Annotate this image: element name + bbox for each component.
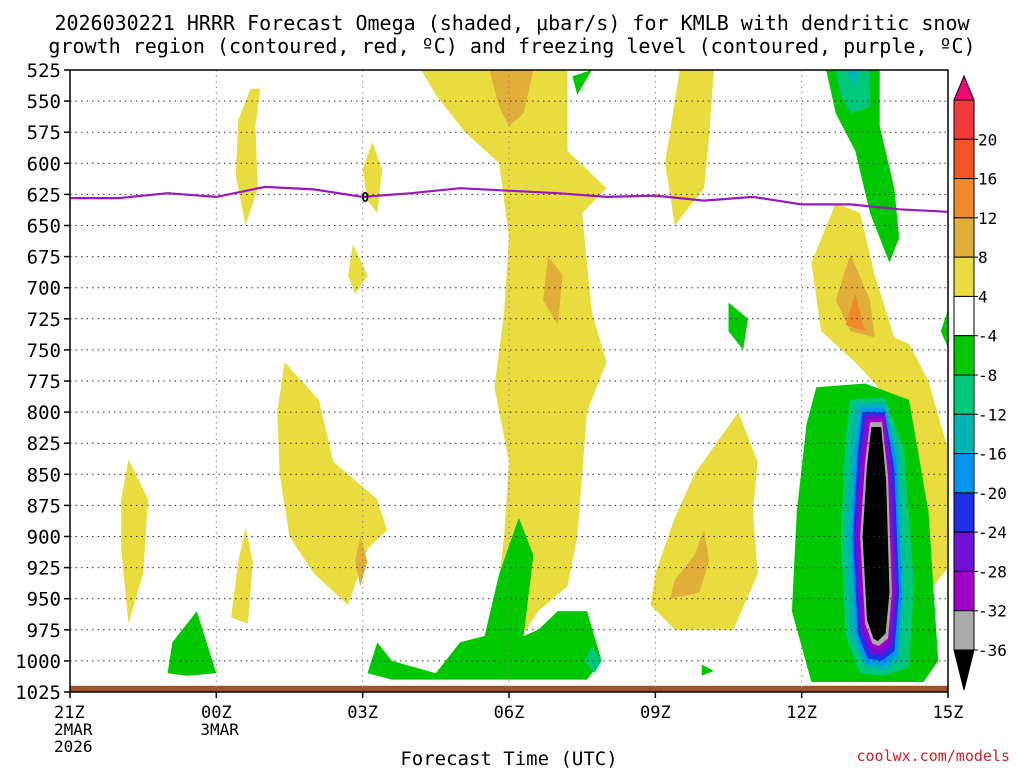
colorbar-swatch-12	[953, 570, 975, 612]
y-tick-label-5: 650	[27, 216, 61, 238]
colorbar: 20 16 12 8 4 -4 -8 -12 -16 -20 -24 -28 -32 -36	[953, 74, 1007, 691]
colorbar-label-1: 16	[978, 170, 997, 189]
omega-region-27	[584, 646, 602, 674]
y-tick-label-17: 950	[27, 589, 61, 611]
omega-region-36	[862, 427, 890, 641]
colorbar-label-9: -20	[978, 484, 1007, 503]
omega-region-12	[670, 530, 709, 599]
omega-region-0	[421, 70, 607, 649]
omega-region-1	[489, 70, 534, 126]
omega-region-8	[231, 527, 253, 624]
y-tick-label-3: 600	[27, 153, 61, 175]
x-tick-date-1: 3MAR	[200, 720, 239, 739]
y-tick-label-20: 1025	[15, 682, 61, 704]
x-axis-label: Forecast Time (UTC)	[400, 748, 617, 768]
y-tick-label-12: 825	[27, 433, 61, 455]
omega-region-2	[543, 256, 563, 325]
colorbar-swatch-4	[953, 256, 975, 297]
colorbar-swatch-13	[953, 610, 975, 651]
colorbar-swatch-7	[953, 374, 975, 415]
colorbar-swatch-3	[953, 217, 975, 258]
colorbar-top-arrow	[953, 74, 975, 101]
freezing-level-label: 0	[361, 191, 369, 206]
colorbar-label-7: -12	[978, 405, 1007, 424]
colorbar-label-8: -16	[978, 445, 1007, 464]
chart-title-line2: growth region (contoured, red, ºC) and f…	[48, 34, 975, 58]
omega-region-23	[728, 302, 748, 350]
x-tick-label-6: 15Z	[933, 703, 964, 723]
omega-region-21	[940, 310, 948, 348]
omega-region-9	[277, 362, 388, 605]
y-tick-label-10: 775	[27, 371, 61, 393]
watermark: coolwx.com/models	[856, 747, 1010, 765]
x-tick-label-1: 00Z	[201, 703, 232, 723]
colorbar-swatch-10	[953, 492, 975, 533]
colorbar-label-10: -24	[978, 523, 1007, 542]
x-tick-label-3: 06Z	[494, 703, 525, 723]
y-tick-label-4: 625	[27, 184, 61, 206]
colorbar-label-4: 4	[978, 287, 988, 306]
omega-region-25	[167, 611, 217, 676]
colorbar-bottom-arrow	[953, 649, 975, 691]
colorbar-swatch-5	[953, 295, 975, 337]
colorbar-swatch-11	[953, 531, 975, 572]
omega-region-22	[572, 70, 592, 95]
colorbar-swatch-6	[953, 335, 975, 376]
x-tick-label-2: 03Z	[347, 703, 378, 723]
omega-region-7	[121, 459, 148, 624]
y-tick-label-14: 875	[27, 495, 61, 517]
colorbar-label-11: -28	[978, 562, 1007, 581]
chart-title-line1: 2026030221 HRRR Forecast Omega (shaded, …	[54, 11, 970, 35]
omega-region-11	[650, 412, 758, 630]
omega-shaded-regions	[121, 70, 948, 682]
omega-region-3	[665, 70, 714, 226]
x-tick-label-4: 09Z	[640, 703, 671, 723]
colorbar-label-0: 20	[978, 130, 997, 149]
omega-region-24	[701, 664, 714, 676]
colorbar-label-3: 8	[978, 248, 988, 267]
y-tick-label-13: 850	[27, 464, 61, 486]
y-tick-label-11: 800	[27, 402, 61, 424]
y-tick-label-2: 575	[27, 122, 61, 144]
omega-region-6	[348, 244, 368, 294]
omega-region-4	[235, 88, 261, 226]
y-tick-label-8: 725	[27, 309, 61, 331]
colorbar-label-13: -36	[978, 641, 1007, 660]
x-tick-year-0: 2026	[54, 737, 93, 756]
y-tick-label-19: 1000	[15, 651, 61, 673]
omega-region-26	[367, 517, 602, 680]
colorbar-swatch-1	[953, 138, 975, 180]
freezing-level-contour	[70, 185, 949, 213]
y-tick-label-15: 900	[27, 527, 61, 549]
x-tick-label-5: 12Z	[786, 703, 817, 723]
colorbar-swatch-0	[953, 99, 975, 140]
y-tick-label-6: 675	[27, 247, 61, 269]
y-tick-label-0: 525	[27, 60, 61, 82]
colorbar-swatch-2	[953, 178, 975, 219]
omega-region-18	[826, 70, 900, 263]
colorbar-label-6: -8	[978, 366, 997, 385]
colorbar-swatch-9	[953, 453, 975, 494]
ground-strip	[70, 685, 948, 692]
omega-region-10	[355, 536, 368, 587]
colorbar-label-12: -32	[978, 602, 1007, 621]
y-tick-label-7: 700	[27, 278, 61, 300]
ground-fill	[70, 685, 948, 692]
y-tick-label-1: 550	[27, 91, 61, 113]
x-tick-date-0: 2MAR	[54, 720, 93, 739]
colorbar-swatch-8	[953, 413, 975, 455]
omega-region-15	[845, 293, 866, 332]
y-axis-pressure: 525 550 575 600 625 650 675 700 725 750 775 800 825 8…	[15, 60, 70, 704]
omega-region-19	[835, 70, 870, 114]
x-tick-label-0: 21Z	[54, 703, 85, 723]
omega-region-20	[845, 70, 861, 87]
y-tick-label-16: 925	[27, 558, 61, 580]
y-tick-label-18: 975	[27, 620, 61, 642]
y-tick-label-9: 750	[27, 340, 61, 362]
colorbar-label-2: 12	[978, 209, 997, 228]
plot-grid	[70, 70, 948, 692]
colorbar-label-5: -4	[978, 327, 997, 346]
